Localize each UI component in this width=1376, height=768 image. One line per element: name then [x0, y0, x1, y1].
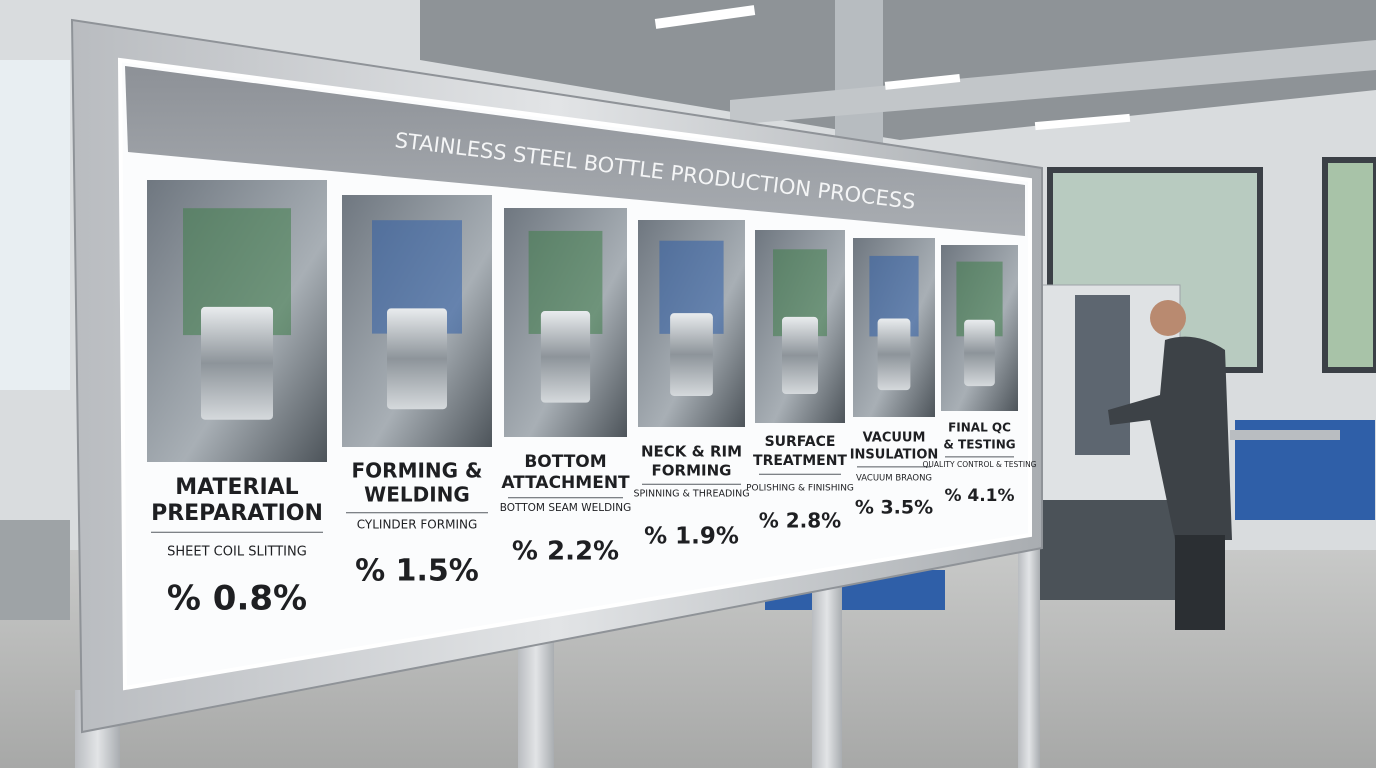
steel-part — [877, 318, 911, 391]
step-name: PREPARATION — [151, 501, 323, 526]
step-detail: VACUUM BRAONG — [856, 474, 932, 484]
ceiling — [420, 0, 1376, 140]
duct-horizontal — [730, 40, 1376, 125]
step-detail: POLISHING & FINISHING — [746, 484, 854, 494]
steel-part — [540, 311, 591, 403]
steel-part — [964, 319, 995, 387]
sign-post — [1018, 545, 1040, 768]
step-name: VACUUM — [863, 431, 926, 446]
step-name: SURFACE — [765, 434, 836, 450]
step-detail: SPINNING & THREADING — [633, 489, 749, 500]
workbench — [1230, 430, 1340, 440]
step-name: INSULATION — [850, 448, 939, 463]
cnc-base — [1040, 500, 1180, 600]
step-detail: QUALITY CONTROL & TESTING — [923, 460, 1037, 469]
step-rate: % 0.8% — [167, 579, 307, 619]
cnc-door — [1075, 295, 1130, 455]
step-name: MATERIAL — [175, 475, 298, 500]
step-name: FINAL QC — [948, 421, 1011, 435]
step-name: ATTACHMENT — [501, 473, 630, 493]
ceiling-light — [654, 5, 756, 29]
worker-legs — [1175, 535, 1225, 630]
steel-part — [201, 306, 273, 420]
step-rate: % 4.1% — [944, 486, 1014, 506]
step-name: WELDING — [364, 483, 470, 507]
duct — [835, 0, 883, 145]
step-name: TREATMENT — [753, 453, 847, 469]
step-rate: % 1.9% — [644, 524, 739, 550]
step-name: FORMING & — [352, 459, 483, 483]
bench-left — [0, 520, 70, 620]
step-name: NECK & RIM — [641, 443, 742, 461]
sign-header — [125, 66, 1025, 236]
sign-post — [518, 640, 554, 768]
ceiling-light — [1034, 113, 1131, 131]
step-rate: % 2.8% — [759, 509, 841, 533]
step-rate: % 3.5% — [855, 497, 933, 519]
steel-part — [782, 316, 818, 395]
step-detail: CYLINDER FORMING — [357, 518, 478, 532]
step-name: & TESTING — [943, 438, 1015, 452]
step-detail: SHEET COIL SLITTING — [167, 545, 307, 560]
step-name: FORMING — [652, 462, 732, 480]
step-rate: % 1.5% — [355, 554, 479, 589]
step-rate: % 2.2% — [512, 537, 619, 567]
steel-part — [670, 313, 713, 396]
worker — [1108, 336, 1232, 540]
step-name: BOTTOM — [524, 452, 606, 472]
window-right — [1322, 157, 1376, 373]
ceiling-light — [884, 74, 961, 90]
worker-head — [1150, 300, 1186, 336]
steel-part — [387, 308, 447, 410]
window-left — [0, 60, 70, 390]
sign-post — [812, 585, 842, 768]
step-detail: BOTTOM SEAM WELDING — [500, 502, 632, 514]
